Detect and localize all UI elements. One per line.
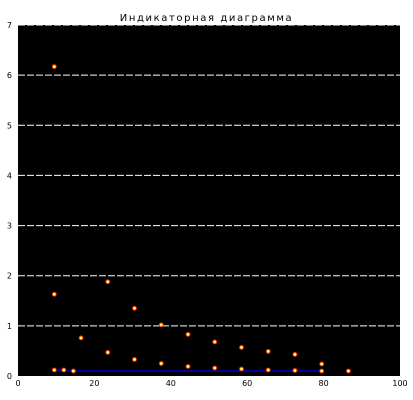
y-axis-tick-labels: 0 1 2 3 4 5 6 7 <box>7 21 12 381</box>
y-tick-label: 1 <box>7 322 12 331</box>
data-point <box>319 361 325 367</box>
y-tick-label: 6 <box>7 71 12 80</box>
x-axis-tick-labels: 0 20 40 60 80 100 <box>15 379 407 388</box>
data-point <box>51 367 57 373</box>
y-tick-label: 2 <box>7 272 12 281</box>
data-point <box>212 339 218 345</box>
y-tick-label: 0 <box>7 372 12 381</box>
x-tick-label: 100 <box>392 379 407 388</box>
grid-lines <box>18 24 400 327</box>
data-point <box>105 350 111 355</box>
x-tick-label: 40 <box>166 379 176 388</box>
data-points <box>51 64 351 374</box>
x-tick-label: 0 <box>15 379 20 388</box>
data-point <box>346 368 351 374</box>
data-point <box>239 345 244 350</box>
data-point <box>185 331 191 337</box>
data-point <box>239 366 244 372</box>
data-point <box>61 367 67 373</box>
x-tick-label: 60 <box>242 379 252 388</box>
data-point <box>185 364 191 369</box>
data-point <box>158 361 164 366</box>
data-point <box>319 368 325 374</box>
data-point <box>265 349 271 354</box>
data-point <box>70 368 76 374</box>
data-point <box>265 367 271 373</box>
y-tick-label: 3 <box>7 222 12 231</box>
y-tick-label: 5 <box>7 121 12 130</box>
data-point <box>132 357 137 362</box>
data-point <box>132 305 137 311</box>
data-point <box>51 64 57 70</box>
data-point <box>78 335 84 341</box>
y-tick-label: 4 <box>7 171 12 180</box>
data-point <box>292 368 298 373</box>
x-tick-label: 80 <box>319 379 329 388</box>
data-point <box>212 365 218 371</box>
chart-title: Индикаторная диаграмма <box>119 13 294 24</box>
y-tick-label: 7 <box>7 21 12 30</box>
data-point <box>105 279 111 285</box>
data-point <box>51 291 57 297</box>
plot-area <box>18 25 400 376</box>
data-point <box>158 322 164 328</box>
x-tick-label: 20 <box>89 379 99 388</box>
data-point <box>292 352 298 357</box>
